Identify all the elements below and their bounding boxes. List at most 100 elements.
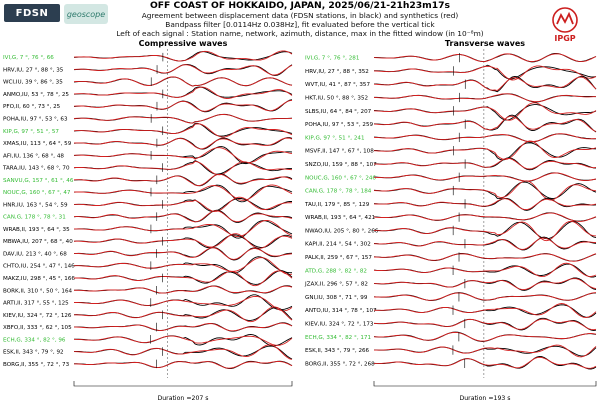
synthetic-trace [73,114,293,124]
synthetic-trace [73,285,293,294]
duration-label: Duration =193 s [459,395,510,402]
synthetic-trace [73,147,293,164]
synthetic-trace [373,93,597,103]
subtitle-line-2: Bandpass filter [0.0114Hz 0.038Hz], fit … [165,20,435,29]
data-trace [373,277,597,291]
synthetic-trace [73,184,293,201]
station-label: NOUC,G, 160 °, 67 °, 47 [3,190,71,196]
data-trace [74,333,293,347]
synthetic-trace [74,247,293,260]
data-trace [73,86,293,98]
station-label: KIEV,IU, 324 °, 72 °, 126 [3,313,72,319]
station-label: CAN,G, 178 °, 78 °, 31 [3,215,66,221]
station-label: HRV,IU, 27 °, 88 °, 35 [3,67,64,73]
synthetic-trace [373,292,597,301]
station-label: CHTO,IU, 254 °, 47 °, 146 [3,264,75,270]
station-label: ESK,II, 343 °, 79 °, 266 [305,348,370,354]
duration-bracket [73,381,293,387]
data-trace [373,75,597,93]
synthetic-trace [74,306,293,323]
synthetic-trace [373,253,597,262]
synthetic-trace [373,198,597,211]
station-label: WCI,IU, 39 °, 86 °, 35 [3,80,63,86]
synthetic-trace [373,76,597,91]
synthetic-trace [73,233,293,249]
station-label: XMAS,IU, 113 °, 64 °, 59 [3,141,72,147]
synthetic-trace [373,102,597,121]
synthetic-trace [373,212,597,222]
station-label: WRAB,II, 193 °, 64 °, 35 [3,227,70,233]
synthetic-trace [74,219,293,237]
station-label: HRV,IU, 27 °, 88 °, 352 [305,69,369,75]
synthetic-trace [373,65,597,81]
subtitle-line-1: Agreement between displacement data (FDS… [141,11,459,20]
synthetic-trace [73,335,293,346]
station-label: KIEV,IU, 324 °, 72 °, 173 [305,321,374,327]
ipgp-logo-text: IPGP [554,34,576,43]
synthetic-trace [373,53,597,63]
data-trace [373,253,597,262]
station-label: HNR,IU, 163 °, 54 °, 59 [3,202,68,208]
synthetic-trace [373,237,597,250]
synthetic-trace [373,140,597,160]
synthetic-trace [74,295,293,312]
station-label: SLBS,IU, 64 °, 84 °, 207 [305,109,372,115]
station-label: KIP,G, 97 °, 51 °, 57 [3,129,59,135]
synthetic-trace [74,270,293,287]
data-trace [373,317,597,331]
station-label: KIP,G, 97 °, 51 °, 241 [305,135,365,141]
station-label: HKT,IU, 50 °, 88 °, 352 [305,96,368,102]
synthetic-trace [74,361,293,369]
synthetic-trace [373,115,597,132]
station-label: ECH,G, 334 °, 82 °, 96 [3,337,66,343]
synthetic-trace [73,86,293,99]
station-label: WRAB,II, 193 °, 64 °, 421 [305,215,376,221]
synthetic-trace [73,64,293,76]
station-label: XBFO,II, 333 °, 62 °, 105 [3,325,72,331]
data-trace [374,64,597,80]
station-label: ARTI,II, 317 °, 55 °, 125 [3,301,69,307]
subtitle-line-3: Left of each signal : Station name, netw… [116,29,484,38]
geoscope-logo: geoscope [64,4,108,24]
station-label: ATD,G, 288 °, 82 °, 82 [305,268,367,274]
station-label: BORK,II, 310 °, 50 °, 164 [3,288,73,294]
synthetic-trace [73,99,293,112]
station-label: ESK,II, 343 °, 79 °, 92 [3,350,64,356]
station-label: SANVU,G, 157 °, 61 °, 46 [3,178,74,184]
panel-title-compressive: Compressive waves [139,39,228,48]
station-label: BORG,II, 355 °, 72 °, 73 [3,362,70,368]
synthetic-trace [373,172,597,182]
data-trace [373,220,597,240]
synthetic-trace [373,303,597,318]
data-trace [73,122,293,137]
data-trace [373,133,596,143]
data-trace [73,113,293,124]
station-label: POHA,IU, 97 °, 53 °, 259 [305,122,374,128]
data-trace [73,51,293,62]
synthetic-trace [373,318,597,331]
station-label: KAPI,II, 214 °, 54 °, 302 [305,242,371,248]
data-trace [73,234,293,249]
synthetic-trace [373,157,597,170]
synthetic-trace [373,331,597,342]
data-trace [373,157,597,171]
station-label: PALK,II, 259 °, 67 °, 157 [305,255,372,261]
synthetic-trace [73,160,293,176]
synthetic-trace [73,196,293,212]
synthetic-trace [373,262,597,278]
synthetic-trace [74,257,293,275]
duration-label: Duration =207 s [157,395,208,402]
fdsn-logo: FDSN [4,4,60,22]
station-label: ANMO,IU, 53 °, 78 °, 25 [3,92,69,98]
synthetic-trace [374,344,597,358]
station-label: PFO,II, 60 °, 73 °, 25 [3,104,61,110]
synthetic-trace [73,137,293,150]
station-label: MAKZ,IU, 298 °, 45 °, 166 [3,276,75,282]
data-trace [373,197,597,211]
synthetic-trace [373,180,597,201]
station-label: JZAX,II, 296 °, 57 °, 82 [304,282,368,288]
station-label: DAV,IU, 213 °, 40 °, 68 [3,251,67,257]
data-trace [73,146,293,165]
station-label: SNZO,IU, 159 °, 88 °, 107 [305,162,377,168]
panel-title-transverse: Transverse waves [445,39,525,48]
